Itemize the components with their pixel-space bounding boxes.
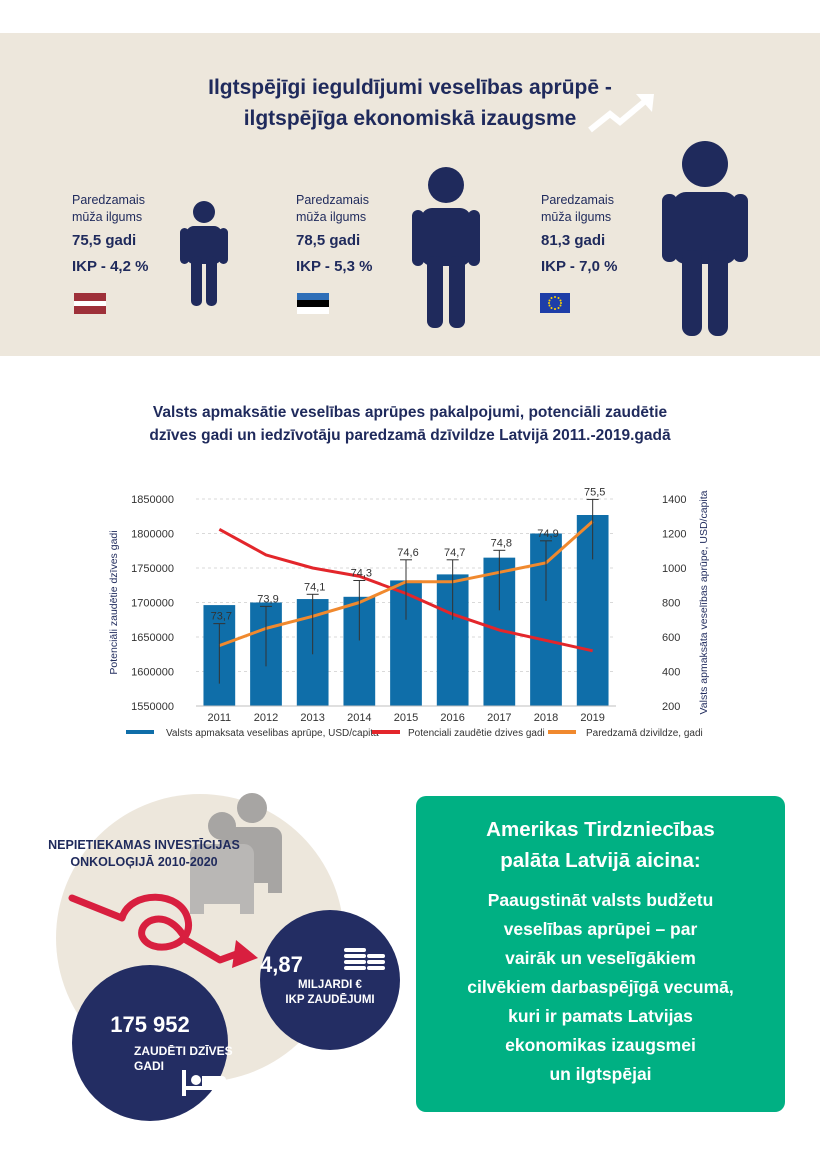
lifespan-value-estonia: 78,5 gadi (296, 232, 361, 249)
lifespan-value-latvia: 75,5 gadi (72, 232, 137, 249)
gdp-loss-circle (260, 910, 400, 1050)
page-title-line1: Ilgtspējīgi ieguldījumi veselības aprūpē… (208, 76, 612, 99)
years-lost-label: ZAUDĒTI DZĪVES GADI (134, 1044, 233, 1073)
coins-icon (344, 948, 385, 970)
chart-legend: Valsts apmaksata veselibas aprūpe, USD/c… (126, 728, 703, 739)
x-tick-label: 2012 (254, 712, 278, 724)
trend-up-arrow-icon (588, 94, 654, 133)
left-tick-label: 1700000 (131, 598, 174, 610)
legend-label: Potenciali zaudētie dzives gadi (408, 728, 545, 739)
cta-body: Paaugstināt valsts budžetu veselības apr… (467, 890, 734, 1084)
left-tick-label: 1600000 (131, 667, 174, 679)
eu-flag-icon (540, 293, 570, 313)
life-expectancy-data-label: 75,5 (584, 486, 605, 498)
right-tick-label: 1400 (662, 494, 686, 506)
bed-icon (182, 1070, 230, 1096)
oncology-title: NEPIETIEKAMAS INVESTĪCIJAS ONKOLOĢIJĀ 20… (48, 838, 240, 869)
latvia-flag-icon (74, 293, 106, 314)
right-tick-label: 1000 (662, 563, 686, 575)
call-to-action-box (416, 796, 785, 1112)
x-tick-label: 2016 (440, 712, 464, 724)
left-tick-label: 1650000 (131, 632, 174, 644)
x-tick-label: 2018 (534, 712, 558, 724)
right-tick-label: 200 (662, 701, 680, 713)
x-tick-label: 2019 (580, 712, 604, 724)
chart-title-line2: dzīves gadi un iedzīvotāju paredzamā dzī… (149, 427, 671, 444)
left-tick-label: 1850000 (131, 494, 174, 506)
person-small-icon (180, 201, 228, 306)
right-tick-label: 800 (662, 598, 680, 610)
right-tick-label: 1200 (662, 529, 686, 541)
x-tick-label: 2017 (487, 712, 511, 724)
left-tick-label: 1800000 (131, 529, 174, 541)
gdp-value-latvia: IKP - 4,2 % (72, 258, 149, 275)
life-expectancy-data-label: 74,9 (537, 528, 558, 540)
life-expectancy-data-label: 74,3 (351, 568, 372, 580)
health-chart: 73,7 73,9 74,1 74,3 74,6 74,7 74,8 74,9 75,5 155… (108, 486, 710, 739)
life-expectancy-data-label: 74,6 (397, 547, 418, 559)
life-expectancy-data-label: 73,9 (257, 593, 278, 605)
gdp-value-eu: IKP - 7,0 % (541, 258, 618, 275)
page-title: Ilgtspējīgi ieguldījumi veselības aprūpē… (0, 72, 820, 134)
gdp-loss-label: MILJARDI € IKP ZAUDĒJUMI (285, 979, 375, 1006)
lifespan-label-estonia: Paredzamais mūža ilgums (296, 193, 369, 224)
x-tick-label: 2014 (347, 712, 371, 724)
x-tick-label: 2015 (394, 712, 418, 724)
gdp-value-estonia: IKP - 5,3 % (296, 258, 373, 275)
person-medium-icon (412, 167, 480, 328)
cta-heading: Amerikas Tirdzniecības palāta Latvijā ai… (486, 818, 715, 872)
left-tick-label: 1750000 (131, 563, 174, 575)
x-tick-label: 2013 (300, 712, 324, 724)
people-icon (190, 793, 282, 914)
lifespan-value-eu: 81,3 gadi (541, 232, 606, 249)
decline-arrow-icon (68, 893, 258, 968)
right-tick-label: 400 (662, 667, 680, 679)
chart-title-line1: Valsts apmaksātie veselības aprūpes paka… (152, 404, 668, 421)
legend-label: Valsts apmaksata veselibas aprūpe, USD/c… (166, 728, 379, 739)
page-title-line2: ilgtspējīga ekonomiskā izaugsme (243, 107, 577, 130)
right-tick-label: 600 (662, 632, 680, 644)
life-expectancy-data-label: 73,7 (211, 611, 232, 623)
years-lost-value: 175 952 (110, 1012, 190, 1037)
chart-axes: 1550000 1600000 1650000 1700000 1750000 18000… (108, 490, 710, 724)
lifespan-label-eu: Paredzamais mūža ilgums (541, 193, 614, 224)
chart-lines: 73,7 73,9 74,1 74,3 74,6 74,7 74,8 74,9 75,5 (211, 486, 605, 684)
gdp-loss-value: 4,87 (260, 952, 303, 977)
life-expectancy-data-label: 74,7 (444, 547, 465, 559)
oncology-graphic (56, 793, 400, 1121)
right-axis-title: Valsts apmaksāta veselības aprūpe, USD/c… (698, 490, 710, 714)
x-tick-label: 2011 (208, 712, 232, 724)
life-expectancy-data-label: 74,1 (304, 581, 325, 593)
chart-title: Valsts apmaksātie veselības aprūpes paka… (40, 401, 780, 447)
life-expectancy-data-label: 74,8 (491, 537, 512, 549)
left-tick-label: 1550000 (131, 701, 174, 713)
left-axis-title: Potenciāli zaudētie dzīves gadi (108, 530, 120, 674)
estonia-flag-icon (297, 293, 329, 314)
lifespan-label-latvia: Paredzamais mūža ilgums (72, 193, 145, 224)
years-lost-circle (72, 965, 228, 1121)
person-large-icon (662, 141, 748, 336)
legend-label: Paredzamā dzivildze, gadi (586, 728, 703, 739)
